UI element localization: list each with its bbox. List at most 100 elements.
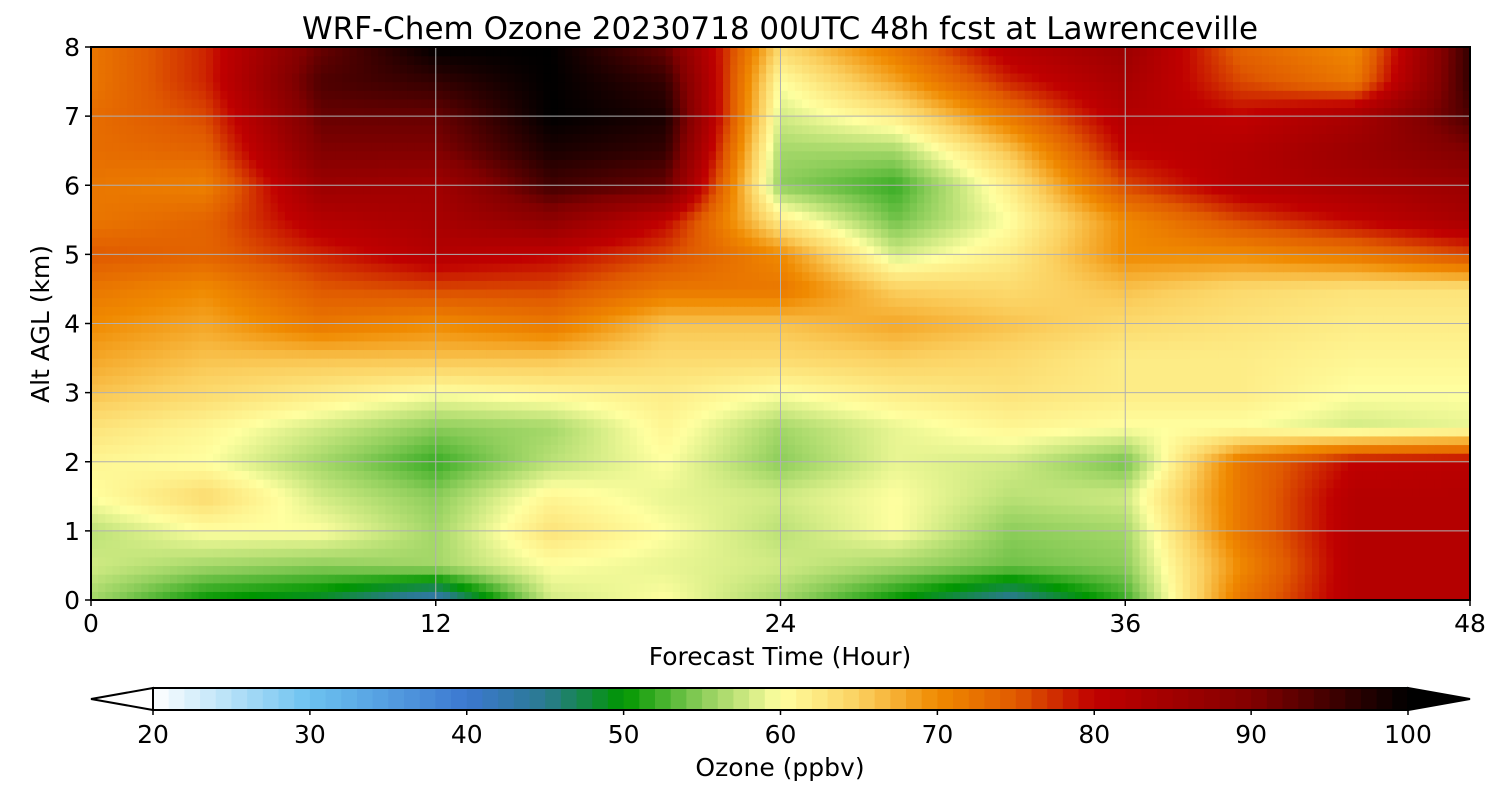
heatmap-cell bbox=[1455, 513, 1464, 523]
heatmap-cell bbox=[378, 470, 387, 480]
heatmap-cell bbox=[773, 496, 782, 506]
heatmap-cell bbox=[471, 574, 480, 584]
heatmap-cell bbox=[220, 556, 229, 567]
heatmap-cell bbox=[514, 591, 523, 600]
heatmap-cell bbox=[162, 496, 171, 506]
heatmap-cell bbox=[1362, 591, 1371, 600]
heatmap-cell bbox=[672, 522, 681, 532]
heatmap-cell bbox=[794, 375, 803, 385]
heatmap-cell bbox=[486, 574, 494, 584]
heatmap-cell bbox=[1369, 548, 1378, 558]
heatmap-cell bbox=[1462, 453, 1470, 463]
heatmap-cell bbox=[622, 574, 631, 584]
heatmap-cell bbox=[450, 582, 458, 592]
heatmap-cell bbox=[608, 582, 616, 592]
heatmap-cell bbox=[126, 383, 135, 394]
heatmap-cell bbox=[1125, 383, 1134, 394]
heatmap-cell bbox=[342, 418, 351, 428]
heatmap-cell bbox=[586, 582, 595, 592]
heatmap-cell bbox=[852, 496, 861, 506]
heatmap-cell bbox=[335, 401, 343, 411]
heatmap-cell bbox=[1189, 591, 1198, 600]
heatmap-cell bbox=[701, 487, 710, 497]
heatmap-cell bbox=[277, 574, 286, 584]
heatmap-cell bbox=[105, 453, 114, 463]
heatmap-cell bbox=[557, 513, 566, 523]
heatmap-cell bbox=[672, 409, 681, 420]
heatmap-cell bbox=[1103, 487, 1112, 497]
heatmap-cell bbox=[306, 574, 315, 584]
heatmap-cell bbox=[471, 530, 480, 541]
heatmap-cell bbox=[909, 392, 918, 402]
heatmap-cell bbox=[902, 539, 911, 549]
heatmap-cell bbox=[565, 435, 573, 446]
heatmap-cell bbox=[1369, 409, 1378, 420]
heatmap-cell bbox=[773, 591, 782, 600]
heatmap-cell bbox=[615, 409, 624, 420]
heatmap-cell bbox=[1412, 487, 1421, 497]
heatmap-cell bbox=[349, 461, 358, 471]
heatmap-cell bbox=[1139, 487, 1148, 497]
heatmap-cell bbox=[1125, 565, 1134, 575]
heatmap-cell bbox=[1010, 479, 1019, 489]
heatmap-cell bbox=[1067, 548, 1076, 558]
heatmap-cell bbox=[1462, 427, 1470, 437]
heatmap-cell bbox=[730, 470, 738, 480]
heatmap-cell bbox=[284, 530, 293, 541]
heatmap-cell bbox=[988, 427, 997, 437]
heatmap-cell bbox=[572, 591, 580, 600]
heatmap-cell bbox=[694, 453, 703, 463]
heatmap-cell bbox=[313, 513, 322, 523]
heatmap-cell bbox=[1326, 461, 1335, 471]
heatmap-cell bbox=[170, 383, 178, 394]
heatmap-cell bbox=[1017, 496, 1026, 506]
heatmap-cell bbox=[292, 392, 300, 402]
heatmap-cell bbox=[249, 427, 257, 437]
heatmap-cell bbox=[1017, 522, 1026, 532]
heatmap-cell bbox=[1376, 479, 1385, 489]
heatmap-cell bbox=[234, 582, 243, 592]
heatmap-cell bbox=[284, 375, 293, 385]
heatmap-cell bbox=[679, 401, 688, 411]
heatmap-cell bbox=[701, 418, 710, 428]
heatmap-cell bbox=[536, 574, 545, 584]
heatmap-cell bbox=[995, 383, 1004, 394]
heatmap-cell bbox=[924, 418, 932, 428]
heatmap-cell bbox=[1103, 444, 1112, 454]
heatmap-cell bbox=[1319, 470, 1327, 480]
heatmap-cell bbox=[1118, 392, 1126, 402]
heatmap-cell bbox=[1462, 591, 1470, 600]
heatmap-cell bbox=[665, 556, 674, 567]
heatmap-cell bbox=[773, 582, 782, 592]
heatmap-cell bbox=[1010, 418, 1019, 428]
heatmap-cell bbox=[866, 530, 875, 541]
heatmap-cell bbox=[1017, 453, 1026, 463]
heatmap-cell bbox=[119, 556, 128, 567]
heatmap-cell bbox=[220, 522, 229, 532]
heatmap-cell bbox=[170, 496, 178, 506]
heatmap-cell bbox=[277, 513, 286, 523]
heatmap-cell bbox=[715, 574, 724, 584]
heatmap-cell bbox=[198, 582, 207, 592]
heatmap-cell bbox=[313, 556, 322, 567]
heatmap-cell bbox=[1319, 453, 1327, 463]
heatmap-cell bbox=[392, 522, 401, 532]
heatmap-cell bbox=[916, 453, 925, 463]
heatmap-cell bbox=[249, 548, 257, 558]
heatmap-cell bbox=[909, 409, 918, 420]
heatmap-cell bbox=[687, 453, 695, 463]
heatmap-cell bbox=[952, 375, 961, 385]
heatmap-cell bbox=[794, 427, 803, 437]
heatmap-cell bbox=[708, 530, 717, 541]
heatmap-cell bbox=[1168, 522, 1177, 532]
heatmap-cell bbox=[1276, 409, 1284, 420]
heatmap-cell bbox=[1319, 461, 1327, 471]
heatmap-cell bbox=[335, 504, 343, 515]
heatmap-cell bbox=[170, 513, 178, 523]
heatmap-cell bbox=[960, 582, 968, 592]
heatmap-cell bbox=[500, 418, 509, 428]
heatmap-cell bbox=[565, 496, 573, 506]
heatmap-cell bbox=[823, 487, 832, 497]
heatmap-cell bbox=[1053, 401, 1062, 411]
heatmap-cell bbox=[1132, 591, 1141, 600]
